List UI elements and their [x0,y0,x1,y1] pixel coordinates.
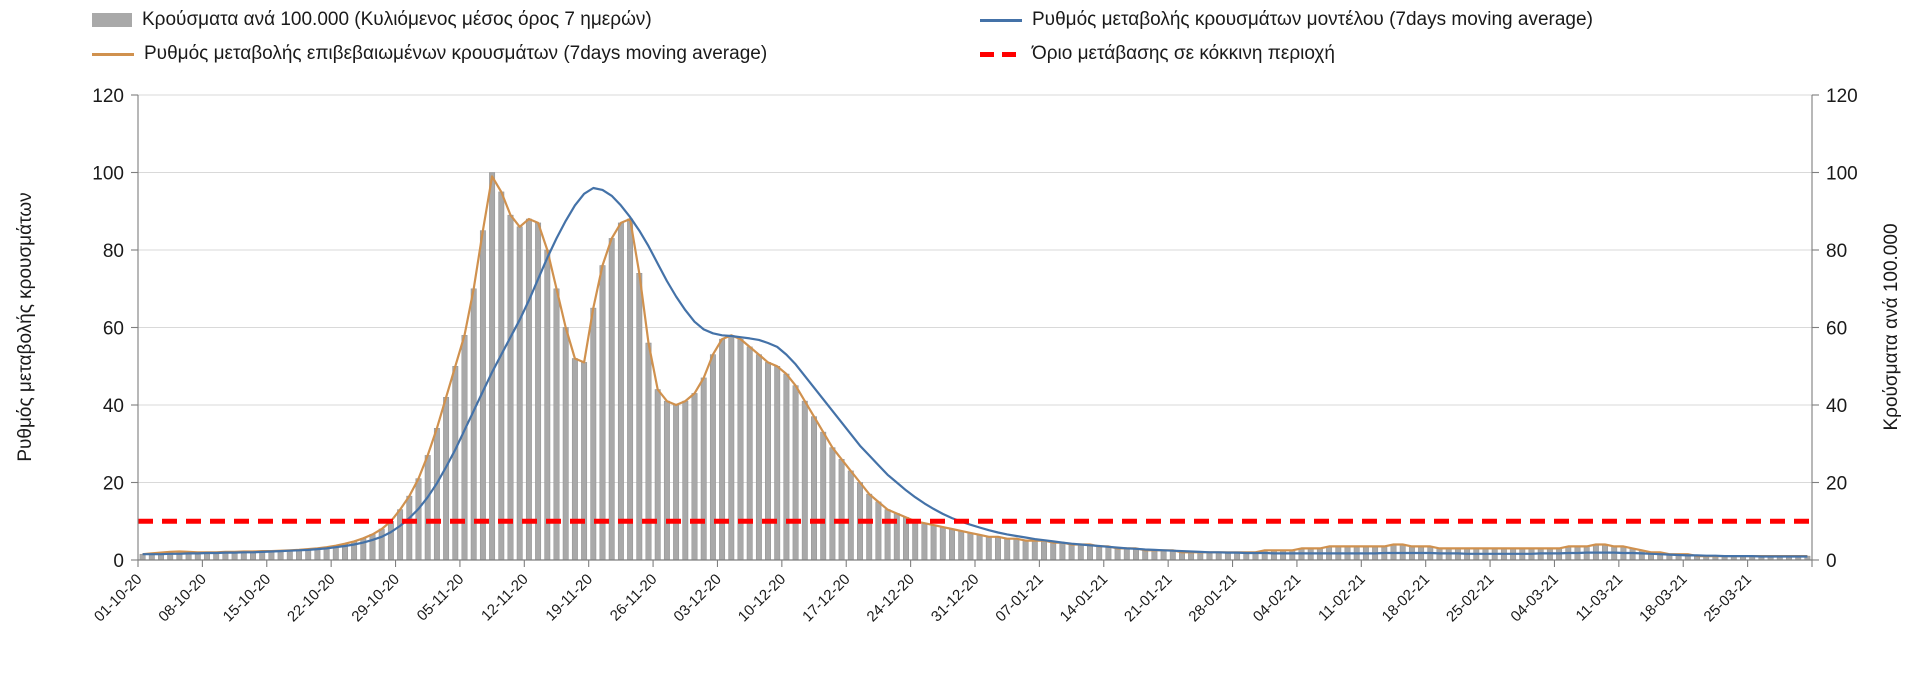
bars-series [139,172,1811,561]
threshold-legend-label: Όριο μετάβασης σε κόκκινη περιοχή [1032,43,1335,64]
svg-text:100: 100 [92,164,124,185]
gridlines [138,94,1812,561]
svg-text:28-01-21: 28-01-21 [1185,571,1239,625]
svg-text:0: 0 [113,551,124,572]
axes [131,94,1819,567]
right-axis-title: Κρούσματα ανά 100.000 [1881,223,1902,431]
x-tick-labels: 01-10-20 08-10-20 15-10-20 22-10-20 29-10-20… [91,571,1755,625]
legend-item-bars: Κρούσματα ανά 100.000 (Κυλιόμενος μέσος … [92,9,652,31]
svg-text:18-02-21: 18-02-21 [1379,571,1433,625]
svg-text:08-10-20: 08-10-20 [155,571,209,625]
svg-text:29-10-20: 29-10-20 [348,571,402,625]
svg-text:01-10-20: 01-10-20 [91,571,145,625]
confirmed-line-legend-swatch-icon [92,52,134,56]
svg-text:22-10-20: 22-10-20 [284,571,338,625]
y-tick-labels-left: 0 20 40 60 80 100 120 [92,86,124,572]
svg-text:100: 100 [1826,164,1858,185]
svg-text:21-01-21: 21-01-21 [1121,571,1175,625]
y-tick-labels-right: 0 20 40 60 80 100 120 [1826,86,1858,572]
left-axis-title: Ρυθμός μεταβολής κρουσμάτων [15,192,36,462]
svg-text:07-01-21: 07-01-21 [992,571,1046,625]
svg-text:15-10-20: 15-10-20 [220,571,274,625]
svg-text:12-11-20: 12-11-20 [478,571,532,625]
svg-text:120: 120 [1826,86,1858,107]
svg-text:20: 20 [1826,474,1847,495]
svg-text:80: 80 [103,241,124,262]
svg-text:11-02-21: 11-02-21 [1315,571,1369,625]
svg-text:40: 40 [103,396,124,417]
svg-text:17-12-20: 17-12-20 [799,571,853,625]
svg-text:04-03-21: 04-03-21 [1507,571,1561,625]
svg-text:25-03-21: 25-03-21 [1701,571,1755,625]
svg-text:14-01-21: 14-01-21 [1057,571,1111,625]
svg-text:18-03-21: 18-03-21 [1636,571,1690,625]
legend-item-model: Ρυθμός μεταβολής κρουσμάτων μοντέλου (7d… [980,9,1593,31]
svg-text:04-02-21: 04-02-21 [1250,571,1304,625]
bars-legend-label: Κρούσματα ανά 100.000 (Κυλιόμενος μέσος … [142,9,652,30]
svg-text:80: 80 [1826,241,1847,262]
svg-text:40: 40 [1826,396,1847,417]
svg-text:60: 60 [1826,319,1847,340]
svg-text:120: 120 [92,86,124,107]
legend-item-confirmed: Ρυθμός μεταβολής επιβεβαιωμένων κρουσμάτ… [92,43,767,65]
bars-legend-swatch-icon [92,13,132,27]
svg-text:31-12-20: 31-12-20 [928,571,982,625]
confirmed-legend-label: Ρυθμός μεταβολής επιβεβαιωμένων κρουσμάτ… [144,43,768,64]
model-line-legend-swatch-icon [980,18,1022,22]
svg-text:0: 0 [1826,551,1837,572]
model-legend-label: Ρυθμός μεταβολής κρουσμάτων μοντέλου (7d… [1032,9,1593,30]
svg-text:26-11-20: 26-11-20 [607,571,661,625]
svg-text:24-12-20: 24-12-20 [864,571,918,625]
threshold-dash-legend-swatch-icon [980,51,1022,57]
svg-text:05-11-20: 05-11-20 [414,571,468,625]
svg-text:60: 60 [103,319,124,340]
svg-text:25-02-21: 25-02-21 [1443,571,1497,625]
svg-text:20: 20 [103,474,124,495]
model-line [142,186,1808,558]
svg-text:10-12-20: 10-12-20 [735,571,789,625]
svg-text:19-11-20: 19-11-20 [542,571,596,625]
legend-item-threshold: Όριο μετάβασης σε κόκκινη περιοχή [980,43,1335,65]
confirmed-line [142,175,1808,558]
svg-text:11-03-21: 11-03-21 [1573,571,1627,625]
svg-text:03-12-20: 03-12-20 [670,571,724,625]
